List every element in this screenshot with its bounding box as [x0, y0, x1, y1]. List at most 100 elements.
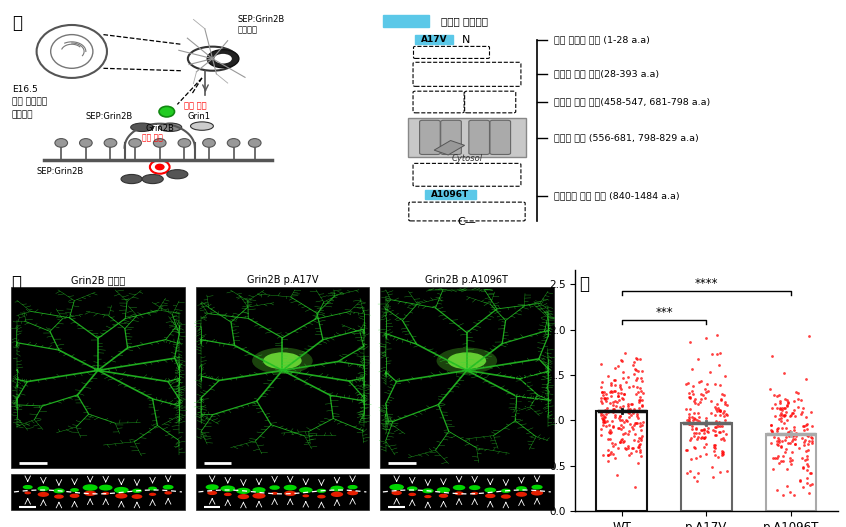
- Text: 카르복시 말단 영역 (840-1484 a.a): 카르복시 말단 영역 (840-1484 a.a): [554, 191, 679, 200]
- Point: [607, 375, 621, 384]
- Point: [634, 374, 648, 383]
- Circle shape: [471, 492, 478, 495]
- Point: [782, 430, 795, 438]
- Point: [693, 417, 706, 425]
- Point: [601, 435, 614, 443]
- Circle shape: [206, 484, 219, 490]
- Point: [619, 415, 633, 424]
- Point: [616, 368, 629, 376]
- FancyBboxPatch shape: [409, 202, 525, 221]
- Point: [802, 436, 816, 445]
- Circle shape: [207, 491, 217, 495]
- Point: [616, 423, 629, 431]
- Point: [711, 400, 724, 408]
- Point: [775, 424, 788, 433]
- Point: [682, 414, 695, 423]
- Circle shape: [162, 485, 173, 490]
- Point: [629, 365, 642, 373]
- Point: [616, 406, 629, 415]
- Ellipse shape: [190, 122, 213, 130]
- Point: [627, 404, 640, 413]
- Point: [692, 429, 706, 437]
- Point: [695, 376, 708, 385]
- Point: [608, 411, 622, 419]
- Point: [614, 384, 628, 393]
- Point: [603, 398, 617, 407]
- Point: [633, 384, 646, 393]
- Point: [601, 417, 614, 425]
- Point: [605, 438, 618, 447]
- Point: [797, 438, 810, 446]
- Point: [717, 412, 731, 421]
- Point: [711, 422, 725, 431]
- Point: [690, 416, 704, 424]
- Point: [631, 458, 645, 467]
- Point: [602, 451, 615, 460]
- Point: [603, 435, 617, 443]
- Point: [774, 457, 788, 465]
- Point: [618, 389, 631, 398]
- Circle shape: [37, 492, 49, 497]
- Text: SEP:Grin2B: SEP:Grin2B: [36, 167, 84, 176]
- Point: [716, 409, 729, 417]
- Point: [597, 417, 611, 426]
- Point: [612, 414, 625, 422]
- Point: [682, 413, 695, 421]
- Circle shape: [453, 485, 465, 490]
- Point: [628, 369, 641, 378]
- Point: [631, 443, 645, 451]
- Circle shape: [501, 494, 511, 499]
- Point: [633, 418, 646, 427]
- Point: [764, 385, 777, 394]
- Point: [716, 450, 729, 458]
- Bar: [425, 190, 476, 200]
- Point: [604, 428, 618, 436]
- Circle shape: [283, 485, 297, 491]
- Point: [608, 396, 622, 405]
- Point: [795, 454, 809, 462]
- Circle shape: [148, 486, 157, 491]
- Point: [777, 395, 791, 404]
- Point: [684, 405, 697, 414]
- Point: [621, 404, 634, 413]
- Circle shape: [155, 163, 165, 170]
- Point: [765, 352, 778, 360]
- Circle shape: [224, 493, 232, 496]
- Point: [772, 433, 785, 442]
- Point: [776, 405, 789, 414]
- Circle shape: [53, 489, 65, 493]
- Point: [772, 391, 786, 399]
- Text: SEP:Grin2B
핵내주입: SEP:Grin2B 핵내주입: [237, 15, 284, 35]
- Point: [634, 392, 647, 401]
- Point: [684, 455, 698, 464]
- Point: [626, 360, 640, 369]
- Circle shape: [99, 485, 113, 491]
- Point: [782, 427, 795, 436]
- Point: [691, 433, 705, 441]
- Point: [635, 388, 649, 397]
- Point: [799, 436, 812, 444]
- Point: [595, 377, 608, 386]
- Text: Grin1: Grin1: [188, 112, 211, 121]
- Bar: [409, 118, 525, 158]
- Point: [801, 432, 815, 441]
- FancyBboxPatch shape: [464, 91, 516, 113]
- Circle shape: [153, 139, 166, 147]
- Point: [777, 436, 791, 444]
- Point: [594, 359, 607, 368]
- Point: [713, 349, 727, 357]
- Point: [686, 389, 700, 398]
- Circle shape: [330, 485, 343, 492]
- Point: [613, 412, 626, 420]
- Circle shape: [55, 139, 68, 147]
- Point: [628, 418, 641, 427]
- Point: [718, 372, 732, 380]
- Point: [799, 413, 812, 422]
- Point: [716, 448, 729, 457]
- Point: [794, 396, 808, 405]
- Point: [805, 439, 818, 447]
- Point: [786, 436, 799, 445]
- Point: [781, 416, 794, 424]
- Point: [774, 414, 788, 422]
- Point: [680, 469, 694, 477]
